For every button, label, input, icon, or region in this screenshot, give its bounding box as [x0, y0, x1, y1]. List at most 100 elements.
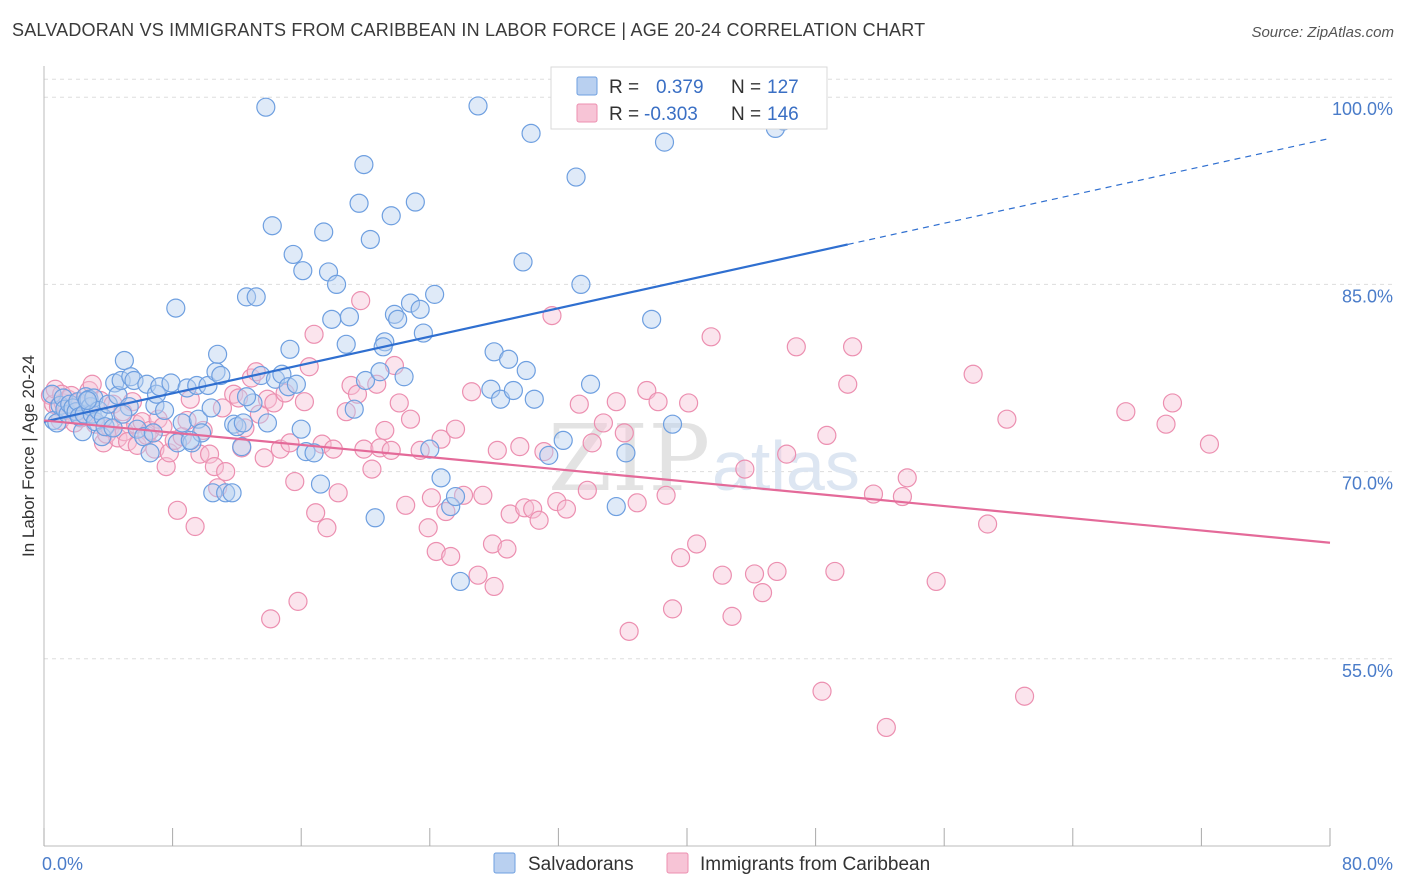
salvadoran-point [503, 380, 523, 401]
salvadoran-point [246, 287, 266, 307]
legend-r-value-2: -0.303 [644, 104, 698, 125]
salvadoran-point [539, 445, 559, 465]
salvadoran-trend-extension [847, 137, 1331, 246]
caribbean-point [817, 425, 837, 446]
caribbean-point [294, 392, 315, 412]
salvadoran-point [232, 437, 252, 457]
salvadoran-point [553, 430, 573, 450]
caribbean-point [199, 444, 220, 464]
salvadoran-point [114, 350, 134, 371]
caribbean-point [670, 548, 691, 568]
watermark-atlas: atlas [712, 427, 860, 505]
caribbean-point [614, 423, 634, 443]
salvadoran-point [172, 413, 192, 433]
caribbean-point [190, 444, 210, 464]
salvadoran-point [521, 123, 541, 143]
salvadoran-point [236, 387, 257, 407]
salvadoran-point [339, 307, 360, 327]
watermark-zip: ZIP [548, 405, 710, 512]
salvadoran-point [349, 193, 369, 213]
chart-title: SALVADORAN VS IMMIGRANTS FROM CARIBBEAN … [12, 20, 926, 40]
caribbean-point [285, 471, 305, 492]
salvadoran-point [360, 229, 380, 250]
y-axis-title: In Labor Force | Age 20-24 [19, 355, 38, 557]
trend-lines [43, 137, 1331, 544]
salvadoran-point [654, 132, 675, 152]
salvadoran-point [256, 97, 276, 117]
stats-legend: R = 0.379 N = 127 R = -0.303 N = 146 [550, 66, 828, 130]
salvadoran-point [322, 309, 342, 329]
caribbean-point [336, 402, 356, 422]
salvadoran-point [314, 222, 334, 242]
caribbean-point [317, 518, 337, 538]
salvadoran-point [310, 474, 331, 494]
caribbean-point [679, 393, 699, 413]
legend-n-label-2: N = [731, 104, 761, 125]
bottom-legend-label-2: Immigrants from Caribbean [700, 854, 930, 875]
salvadoran-point [394, 367, 414, 387]
salvadoran-point [140, 443, 160, 463]
salvadoran-point [441, 496, 461, 517]
bottom-legend-swatch-pink [666, 852, 689, 874]
caribbean-point [767, 561, 787, 582]
caribbean-point [299, 357, 319, 377]
caribbean-trend-line [43, 419, 1331, 544]
caribbean-point [426, 541, 446, 562]
caribbean-point [418, 518, 438, 538]
salvadoran-point [278, 377, 298, 397]
caribbean-point [593, 413, 614, 433]
caribbean-point [662, 599, 683, 619]
caribbean-point [185, 516, 205, 537]
caribbean-point [735, 459, 755, 479]
y-tick-label: 85.0% [1342, 286, 1393, 306]
caribbean-point [529, 510, 549, 530]
legend-r-value-1: 0.379 [656, 77, 704, 98]
salvadoran-point [236, 287, 257, 307]
caribbean-point [159, 443, 179, 463]
legend-n-label-1: N = [731, 77, 761, 98]
salvadoran-point [606, 496, 626, 517]
caribbean-point [510, 437, 530, 457]
caribbean-point [212, 398, 233, 418]
salvadoran-point [113, 404, 133, 424]
salvadoran-point [566, 167, 586, 187]
caribbean-point [375, 420, 395, 441]
caribbean-point [606, 392, 626, 412]
salvadoran-point [208, 344, 228, 364]
caribbean-point [656, 485, 676, 505]
salvadoran-trend-line [43, 243, 848, 423]
bottom-legend-label-1: Salvadorans [528, 854, 634, 875]
salvadoran-point [283, 244, 303, 265]
caribbean-point [473, 485, 493, 505]
salvadoran-point [326, 274, 347, 294]
caribbean-point [1162, 393, 1183, 413]
caribbean-point [497, 539, 517, 559]
salvadoran-point [516, 360, 536, 381]
caribbean-point [648, 392, 668, 412]
legend-swatch-blue [576, 76, 598, 96]
legend-n-value-1: 127 [767, 77, 799, 98]
x-tick-label: 0.0% [42, 854, 83, 874]
salvadoran-point [257, 413, 278, 433]
caribbean-point [500, 504, 520, 524]
caribbean-point [367, 374, 387, 394]
salvadoran-point [216, 483, 236, 503]
salvadoran-point [425, 284, 445, 304]
salvadoran-point [143, 423, 163, 443]
caribbean-point [421, 488, 442, 508]
salvadoran-point [344, 399, 364, 419]
caribbean-point [619, 621, 639, 641]
salvadoran-point [410, 299, 430, 319]
salvadoran-point [662, 414, 683, 434]
caribbean-point [304, 324, 324, 344]
caribbean-point [1116, 402, 1136, 422]
caribbean-point [204, 457, 224, 477]
salvadoran-point [498, 349, 519, 369]
salvadoran-point [524, 389, 544, 409]
salvadoran-point [222, 483, 242, 503]
salvadoran-point [224, 414, 244, 434]
caribbean-point [487, 440, 507, 460]
salvadoran-point [166, 298, 186, 318]
caribbean-point [842, 337, 863, 357]
salvadoran-point [616, 443, 636, 463]
